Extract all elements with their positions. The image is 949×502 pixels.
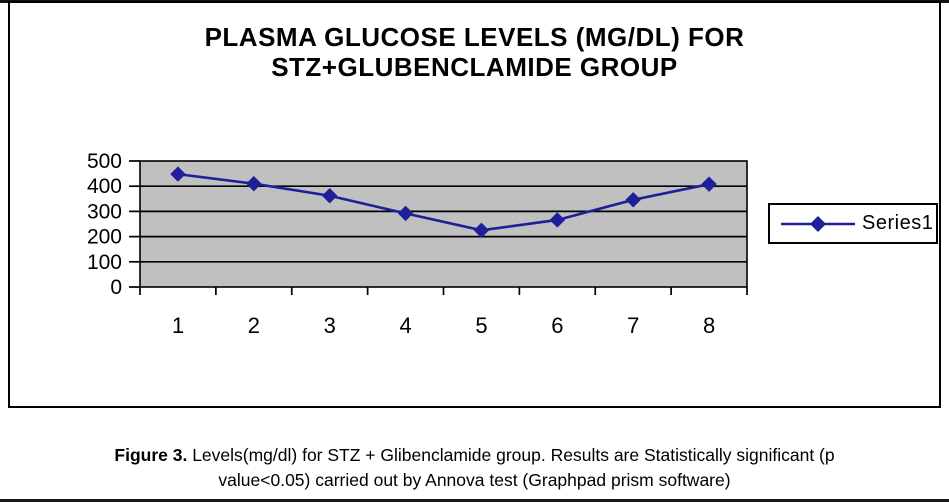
x-tick-label: 2: [248, 313, 260, 338]
caption-line2: value<0.05) carried out by Annova test (…: [218, 470, 731, 490]
x-tick-label: 4: [399, 313, 411, 338]
series-line: [177, 172, 710, 232]
legend-marker-icon: [781, 215, 855, 232]
chart-title-line1: PLASMA GLUCOSE LEVELS (MG/DL) FOR: [204, 22, 745, 52]
y-tick-label: 500: [87, 150, 122, 173]
legend-box: Series1: [768, 203, 938, 244]
chart-title-line2: STZ+GLUBENCLAMIDE GROUP: [271, 52, 678, 82]
figure-caption: Figure 3. Levels(mg/dl) for STZ + Gliben…: [0, 443, 949, 493]
data-point-marker: [397, 205, 414, 222]
y-tick-label: 0: [110, 276, 122, 299]
y-tick-label: 400: [87, 175, 122, 198]
caption-line1: Figure 3. Levels(mg/dl) for STZ + Gliben…: [114, 445, 835, 465]
data-point-marker: [625, 192, 641, 208]
plot-background: [139, 160, 748, 288]
x-tick-label: 8: [703, 313, 715, 338]
data-point-marker: [549, 212, 566, 228]
x-tick-label: 7: [627, 313, 639, 338]
x-tick-label: 5: [475, 313, 487, 338]
data-point-marker: [170, 166, 186, 182]
y-tick-label: 200: [87, 226, 122, 249]
caption-figure-number: Figure 3.: [114, 445, 188, 465]
y-tick-label: 300: [87, 200, 122, 223]
data-point-marker: [473, 222, 490, 239]
chart-title: PLASMA GLUCOSE LEVELS (MG/DL) FOR STZ+GL…: [8, 22, 941, 82]
x-tick-label: 1: [172, 313, 184, 338]
data-point-marker: [701, 176, 717, 192]
data-point-marker: [246, 175, 262, 192]
y-tick-label: 100: [87, 251, 122, 274]
x-tick-label: 6: [551, 313, 563, 338]
page-bottom-rule: [0, 499, 949, 502]
x-tick-label: 3: [324, 313, 336, 338]
legend-label: Series1: [862, 212, 934, 234]
data-point-marker: [321, 188, 338, 204]
